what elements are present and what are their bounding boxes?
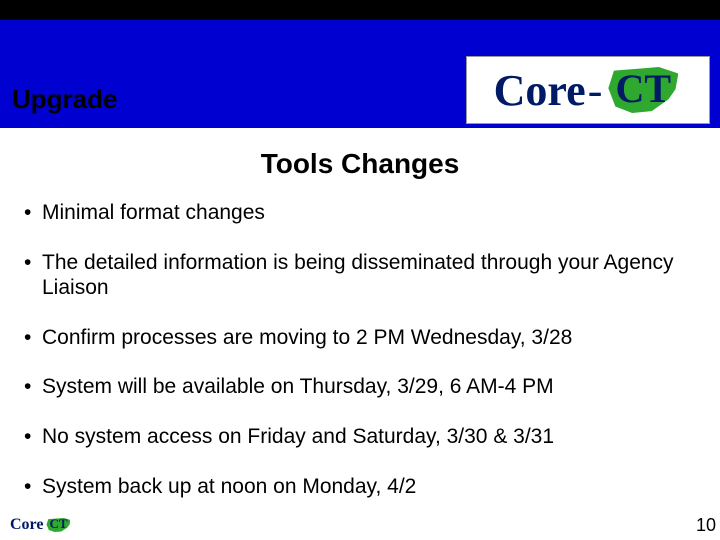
bullet-item: The detailed information is being dissem… [24,250,694,301]
logo-ct-icon: CT [604,61,682,119]
bullet-item: System will be available on Thursday, 3/… [24,374,694,400]
page-number: 10 [696,515,716,536]
bullet-item: No system access on Friday and Saturday,… [24,424,694,450]
bullet-list: Minimal format changes The detailed info… [24,200,694,523]
logo-small: Core CT [10,516,72,534]
slide-header: Upgrade Core - CT [0,0,720,128]
logo-dash: - [588,65,603,116]
logo-large: Core - CT [466,56,710,124]
logo-core-text: Core [494,65,586,116]
footer-logo-core-text: Core [10,516,43,534]
header-top-stripe [0,0,720,20]
bullet-item: Minimal format changes [24,200,694,226]
slide-title: Tools Changes [0,148,720,180]
footer-logo-ct-icon: CT [44,516,72,534]
bullet-item: System back up at noon on Monday, 4/2 [24,474,694,500]
header-label: Upgrade [12,84,117,115]
bullet-item: Confirm processes are moving to 2 PM Wed… [24,325,694,351]
